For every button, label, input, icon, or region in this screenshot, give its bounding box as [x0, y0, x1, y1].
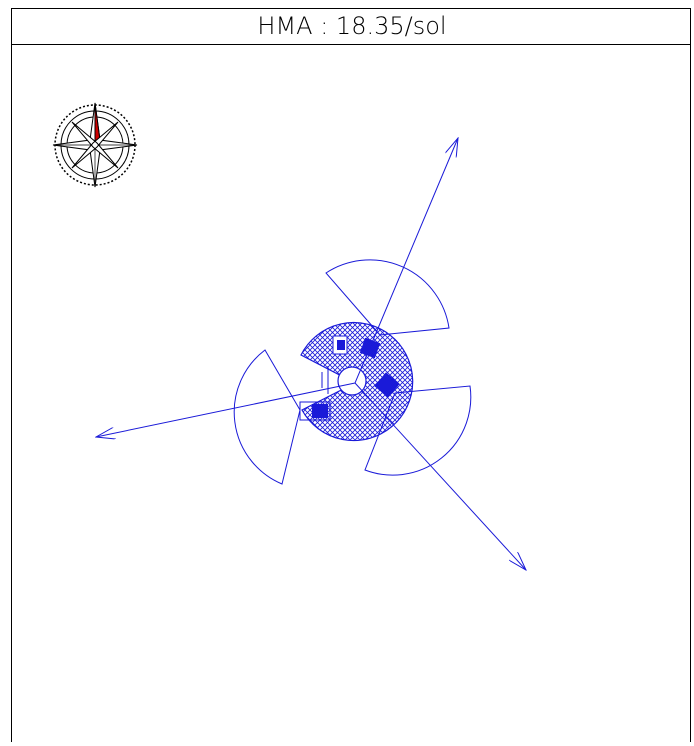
- platform: [299, 321, 414, 442]
- compass: [52, 102, 138, 188]
- arrows: [96, 138, 526, 570]
- title: HMA : 18.35/sol: [257, 12, 446, 40]
- sectors: [233, 259, 472, 485]
- frame: [11, 8, 691, 746]
